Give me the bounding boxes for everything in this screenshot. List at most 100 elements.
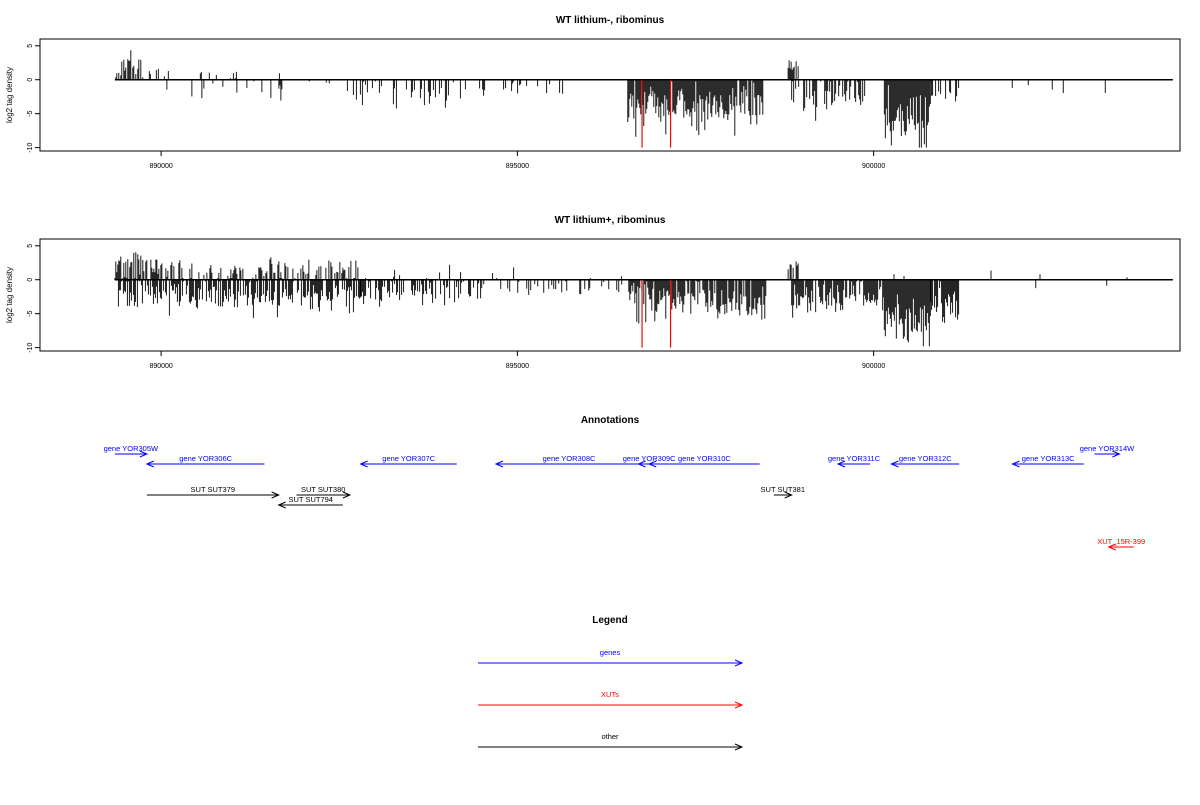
legend-item-xut: XUTs [478,690,744,709]
feature-gene[interactable]: gene YOR313C [1011,454,1084,468]
density-bars [114,252,1128,347]
arrow-head [734,743,744,751]
feature-gene[interactable]: gene YOR307C [359,454,457,468]
feature-gene[interactable]: gene YOR308C [494,454,643,468]
feature-list: gene YOR305W gene YOR306C gene YOR307C gene… [104,444,1145,551]
feature-arrow [773,491,793,499]
feature-gene[interactable]: gene YOR312C [890,454,960,468]
x-axis: 890000 895000 900000 [149,151,885,170]
feature-gene[interactable]: gene YOR310C [647,454,760,468]
arrow-head [277,501,286,509]
feature-other[interactable]: SUT SUT381 [761,485,805,499]
feature-arrow [296,491,352,499]
density-bars [115,50,1106,148]
x-tick-label: 900000 [862,363,885,370]
feature-label: XUT_15R-399 [1097,537,1145,546]
feature-label: SUT SUT794 [289,495,333,504]
feature-arrow [836,460,871,468]
legend-title: Legend [592,615,628,626]
annotations-title: Annotations [581,415,640,426]
y-axis-label: log2 tag density [5,67,14,123]
legend: Legend genes XUTs other [478,615,744,751]
feature-label: gene YOR313C [1022,454,1075,463]
track-panel-lithium-minus: WT lithium-, ribominus log2 tag density … [5,15,1181,170]
feature-other[interactable]: SUT SUT379 [146,485,280,499]
feature-xut[interactable]: XUT_15R-399 [1097,537,1145,551]
legend-arrow [478,743,744,751]
feature-gene[interactable]: gene YOR311C [828,454,881,468]
feature-label: gene YOR314W [1080,444,1135,453]
feature-label: SUT SUT380 [301,485,345,494]
arrow-head [637,460,646,468]
red-position-markers [641,279,672,348]
feature-label: gene YOR312C [899,454,952,463]
feature-label: gene YOR310C [678,454,731,463]
y-tick-label: -10 [27,142,34,152]
red-position-markers [641,79,672,148]
y-tick-label: -5 [27,110,34,116]
legend-label: XUTs [601,690,619,699]
panel-title: WT lithium-, ribominus [556,15,665,26]
feature-gene[interactable]: gene YOR305W [104,444,159,458]
y-tick-label: 5 [27,244,34,248]
feature-label: gene YOR307C [382,454,435,463]
arrow-head [1107,543,1116,551]
panel-title: WT lithium+, ribominus [555,215,666,226]
x-tick-label: 890000 [149,163,172,170]
feature-other[interactable]: SUT SUT794 [277,495,343,509]
feature-other[interactable]: SUT SUT380 [296,485,352,499]
feature-label: SUT SUT381 [761,485,805,494]
arrow-head [890,460,899,468]
legend-item-other: other [478,732,744,751]
feature-label: gene YOR308C [543,454,596,463]
feature-arrow [114,450,149,458]
arrow-head [784,491,793,499]
arrow-head [1011,460,1020,468]
feature-label: SUT SUT379 [191,485,235,494]
feature-label: gene YOR306C [179,454,232,463]
legend-item-gene: genes [478,648,744,667]
feature-arrow [145,460,265,468]
plot-frame [39,38,1181,152]
y-axis-label: log2 tag density [5,267,14,323]
x-tick-label: 890000 [149,363,172,370]
y-axis: 5 0 -5 -10 [27,44,40,153]
feature-arrow [647,460,760,468]
arrow-head [647,460,657,468]
track-panel-lithium-plus: WT lithium+, ribominus log2 tag density … [5,215,1181,370]
x-tick-label: 895000 [506,163,529,170]
feature-arrow [146,491,280,499]
feature-arrow [1107,543,1134,551]
x-tick-label: 895000 [506,363,529,370]
arrow-head [271,491,280,499]
arrow-head [342,491,352,499]
arrow-head [836,460,846,468]
y-tick-label: 0 [27,278,34,282]
feature-arrow [494,460,643,468]
legend-label: other [601,732,619,741]
feature-arrow [1011,460,1084,468]
arrow-head [494,460,504,468]
y-tick-label: -5 [27,310,34,316]
feature-gene[interactable]: gene YOR314W [1080,444,1135,458]
feature-gene[interactable]: gene YOR309C [623,454,676,468]
x-tick-label: 900000 [862,163,885,170]
feature-arrow [277,501,343,509]
y-axis: 5 0 -5 -10 [27,244,40,353]
y-tick-label: 0 [27,78,34,82]
feature-gene[interactable]: gene YOR306C [145,454,265,468]
feature-label: gene YOR309C [623,454,676,463]
legend-arrow [478,701,744,709]
feature-label: gene YOR305W [104,444,159,453]
arrow-head [734,659,744,667]
arrow-head [359,460,368,468]
legend-arrow [478,659,744,667]
x-axis: 890000 895000 900000 [149,351,885,370]
y-tick-label: -10 [27,342,34,352]
y-tick-label: 5 [27,44,34,48]
feature-arrow [359,460,457,468]
arrow-head [734,701,744,709]
